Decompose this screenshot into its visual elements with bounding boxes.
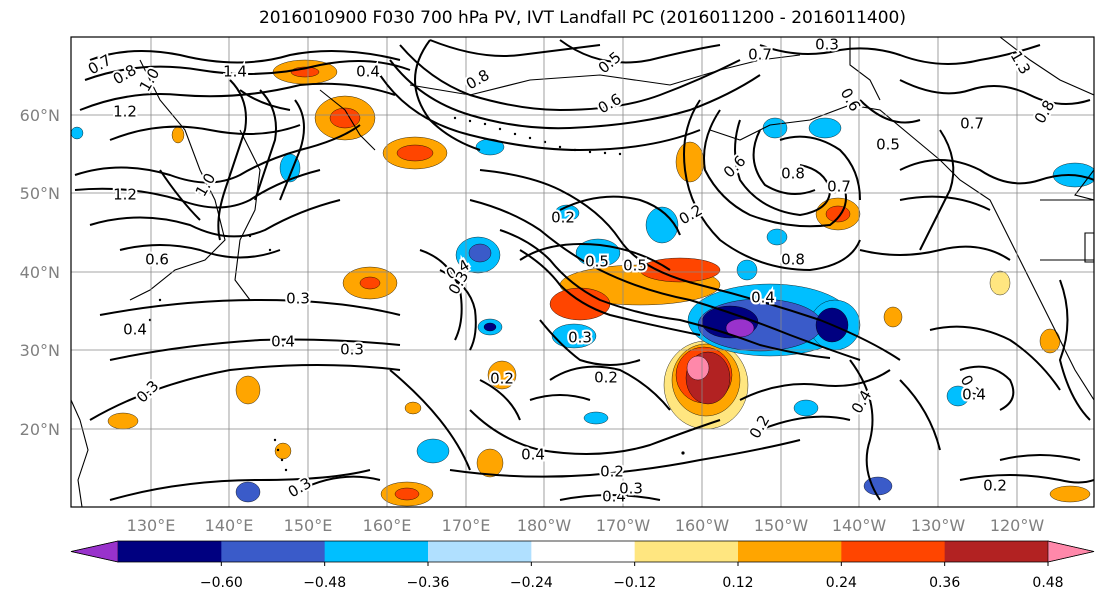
contour-label: 0.2: [551, 209, 575, 227]
longitude-labels: 130°E 140°E 150°E 160°E 170°E 180°W 170°…: [127, 516, 1045, 535]
lon-label: 160°E: [363, 516, 412, 535]
contour-label: 1.4: [223, 63, 247, 81]
lon-label: 130°W: [911, 516, 966, 535]
graticule: [71, 37, 1094, 507]
lon-label: 140°E: [205, 516, 254, 535]
colorbar-tick-label: −0.48: [303, 575, 346, 591]
colorbar-segment: [118, 541, 222, 562]
lon-label: 170°E: [442, 516, 491, 535]
lon-label: 130°E: [127, 516, 176, 535]
contour-label: 0.4: [751, 289, 775, 307]
contour-label: 0.2: [983, 477, 1007, 495]
contour-label: 0.2: [600, 463, 624, 481]
contour-label: 0.7: [748, 46, 772, 64]
contour-label: 0.3: [619, 480, 643, 498]
map-frame: [70, 36, 1095, 508]
colorbar-segment: [738, 541, 842, 562]
colorbar-segment: [634, 541, 739, 562]
contour-label: 0.4: [602, 488, 626, 506]
contour-label: 0.6: [145, 251, 169, 269]
contour-label: 0.3: [815, 36, 839, 54]
contour-label: 0.3: [568, 329, 592, 347]
lon-label: 120°W: [990, 516, 1045, 535]
contour-label: 0.2: [594, 369, 618, 387]
colorbar-segment: [944, 541, 1049, 562]
contour-label: 0.3: [340, 341, 364, 359]
coastlines: [71, 37, 1094, 507]
pv-contours: [74, 39, 1094, 501]
contour-label: 0.5: [585, 253, 609, 271]
colorbar-arrow-high: [1047, 540, 1095, 563]
colorbar-tick-label: −0.12: [613, 575, 656, 591]
island-chains: [148, 116, 685, 472]
contour-label: 0.4: [962, 386, 986, 404]
lat-label: 20°N: [20, 420, 60, 439]
lon-label: 170°W: [596, 516, 651, 535]
map-title: 2016010900 F030 700 hPa PV, IVT Landfall…: [258, 8, 906, 28]
contour-label: 0.8: [781, 251, 805, 269]
lat-label: 40°N: [20, 263, 60, 282]
colorbar-tick-label: −0.24: [510, 575, 553, 591]
colorbar-segment: [221, 541, 326, 562]
contour-label: 0.2: [490, 370, 514, 388]
colorbar-tick-labels: −0.60 −0.48 −0.36 −0.24 −0.12 0.12 0.24 0.36 0.4…: [200, 562, 1064, 591]
lat-label: 50°N: [20, 184, 60, 203]
contour-label: 0.5: [876, 136, 900, 154]
lon-label: 150°E: [284, 516, 333, 535]
colorbar-tick-label: −0.60: [200, 575, 243, 591]
contour-label: 0.4: [123, 321, 147, 339]
colorbar-tick-label: 0.12: [722, 575, 753, 591]
contour-label: 0.7: [827, 178, 851, 196]
colorbar-tick-label: 0.24: [826, 575, 857, 591]
contour-label: 0.7: [960, 115, 984, 133]
lon-label: 150°W: [754, 516, 809, 535]
lat-label: 60°N: [20, 106, 60, 125]
contour-label: 0.3: [286, 290, 310, 308]
lon-label: 140°W: [832, 516, 887, 535]
colorbar-segment: [841, 541, 946, 562]
lon-label: 160°W: [675, 516, 730, 535]
colorbar-segment: [428, 541, 532, 562]
contour-label: 1.2: [113, 103, 137, 121]
colorbar-segment: [324, 541, 429, 562]
contour-label: 0.5: [623, 257, 647, 275]
lat-label: 30°N: [20, 341, 60, 360]
latitude-labels: 60°N 50°N 40°N 30°N 20°N: [20, 106, 60, 439]
colorbar-outline: [70, 540, 1095, 563]
colorbar: [70, 540, 1095, 563]
contour-label: 1.2: [113, 186, 137, 204]
colorbar-tick-label: 0.48: [1032, 575, 1063, 591]
contour-label: 0.4: [271, 333, 295, 351]
colorbar-tick-label: 0.36: [929, 575, 960, 591]
contour-label: 0.4: [521, 446, 545, 464]
colorbar-segment: [531, 541, 636, 562]
contour-label: 0.8: [781, 165, 805, 183]
colorbar-tick-label: −0.36: [407, 575, 450, 591]
contour-label: 0.4: [356, 63, 380, 81]
lon-label: 180°W: [517, 516, 572, 535]
colorbar-arrow-low: [70, 540, 119, 563]
